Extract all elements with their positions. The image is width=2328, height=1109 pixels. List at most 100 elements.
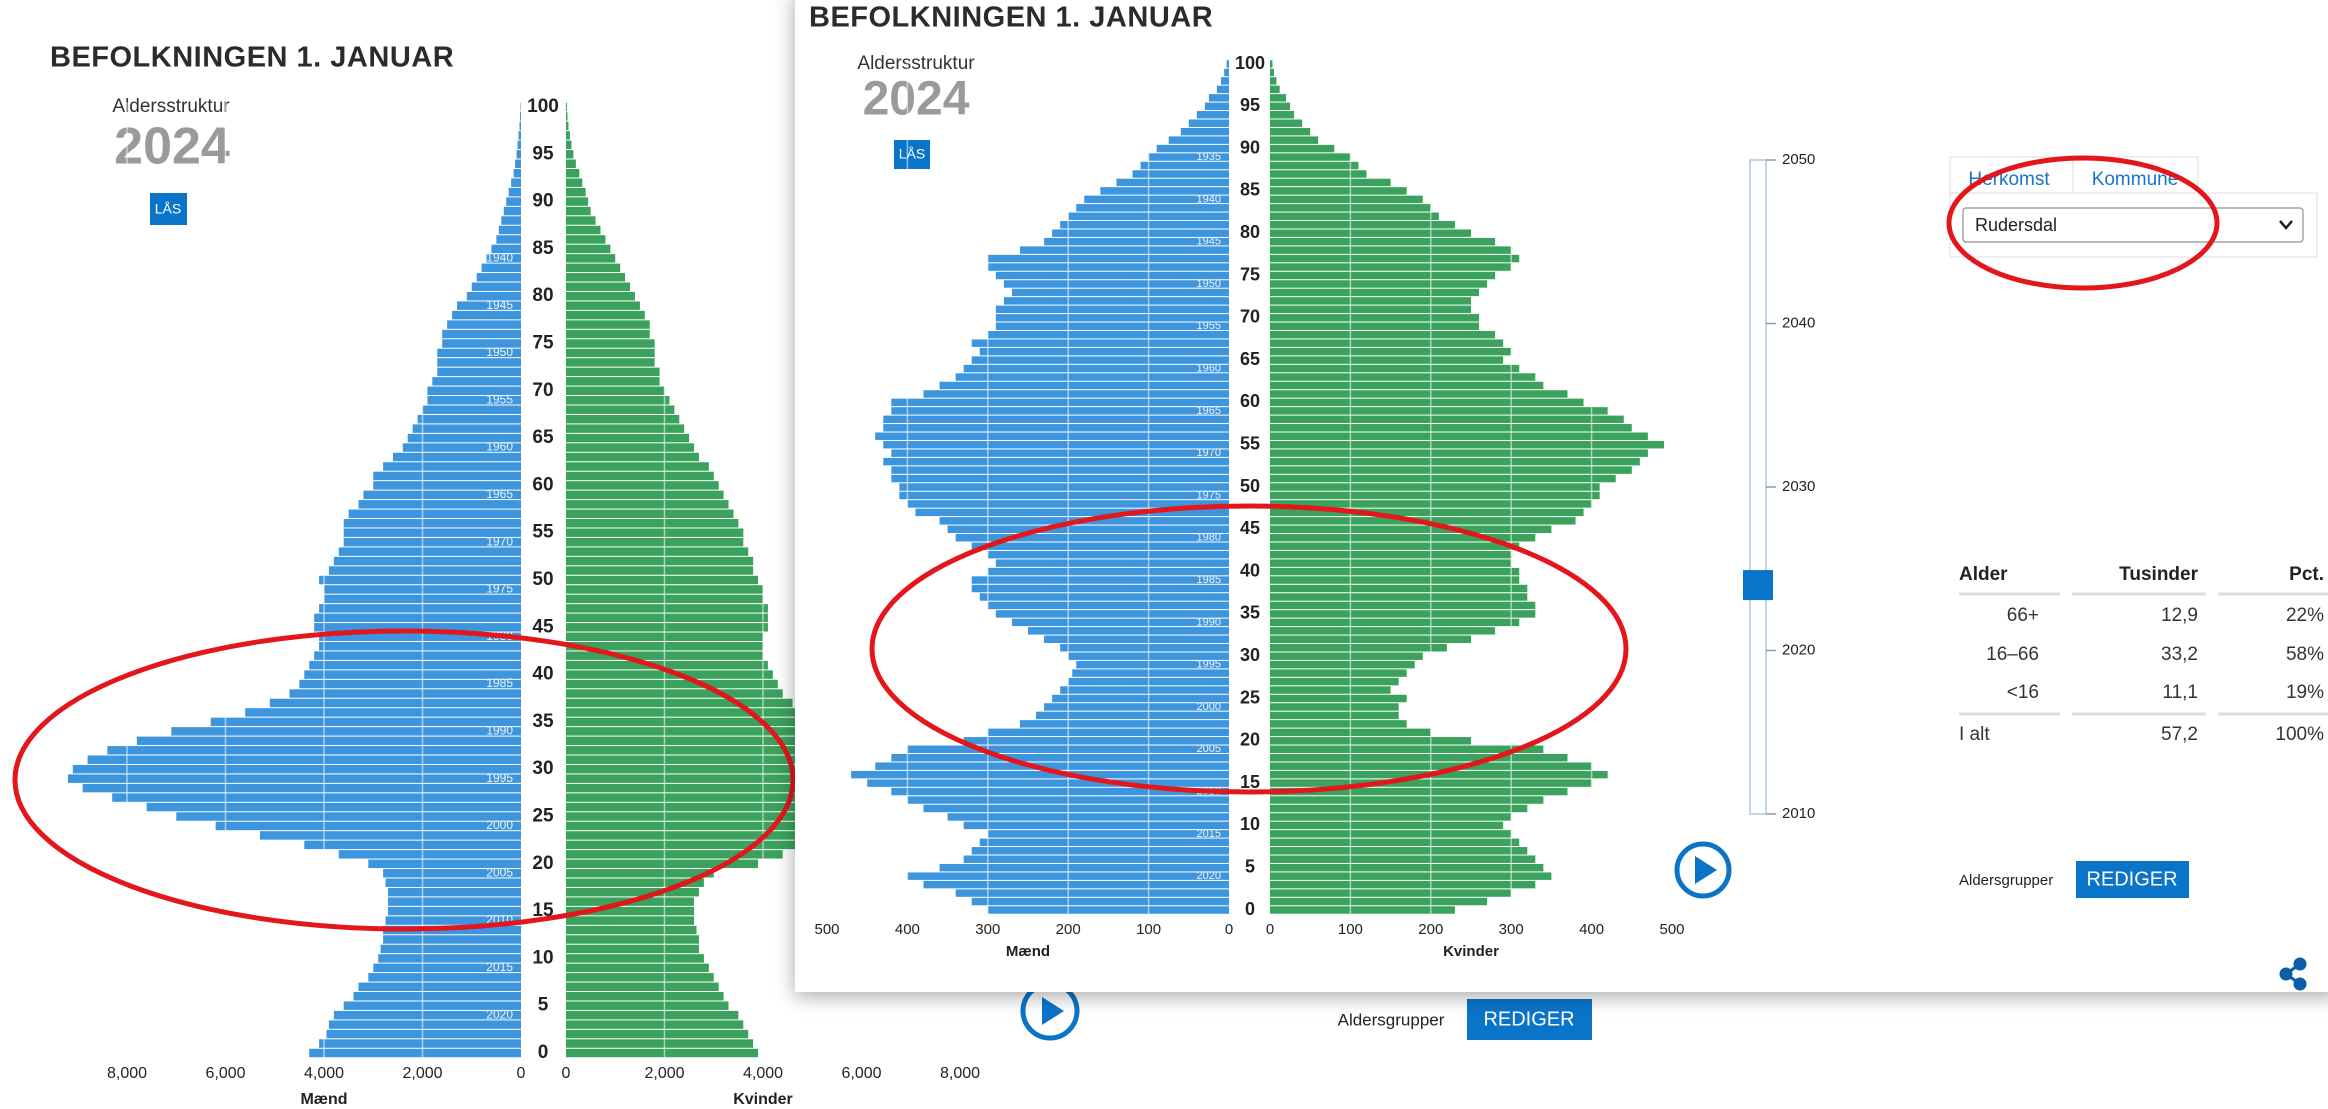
- table-cell: 58%: [2286, 644, 2324, 665]
- male-bar: [995, 305, 1229, 314]
- year-slider[interactable]: 2010 2020 2030 2040 2050: [1743, 151, 1815, 822]
- female-bar: [566, 1001, 729, 1010]
- male-bar: [503, 206, 521, 216]
- male-bar: [210, 717, 521, 727]
- male-bar: [955, 534, 1229, 542]
- slider-tick-label: 2050: [1782, 151, 1815, 168]
- age-label: 5: [1245, 856, 1255, 876]
- edit-label[interactable]: REDIGER: [2086, 868, 2177, 890]
- female-bar: [1270, 440, 1664, 449]
- male-bar: [883, 457, 1229, 466]
- female-bar: [1270, 187, 1407, 195]
- female-bar: [1270, 457, 1640, 466]
- lock-label[interactable]: LÅS: [899, 146, 925, 162]
- female-bar: [1270, 144, 1335, 153]
- male-bar: [388, 897, 521, 906]
- male-bar: [392, 452, 521, 462]
- female-bar: [566, 973, 714, 982]
- male-bar: [269, 698, 521, 708]
- female-bar: [566, 764, 980, 774]
- male-bar: [368, 973, 521, 982]
- female-bar: [1270, 610, 1536, 618]
- play-icon[interactable]: [1695, 856, 1717, 884]
- edit-label[interactable]: REDIGER: [1483, 1008, 1574, 1030]
- female-bar: [566, 263, 621, 273]
- age-label: 20: [532, 853, 553, 874]
- male-bar: [987, 254, 1229, 263]
- female-bar: [1270, 635, 1471, 644]
- male-bar: [385, 916, 521, 925]
- male-bar: [867, 779, 1229, 787]
- age-label: 55: [1240, 433, 1260, 453]
- male-bar: [319, 575, 521, 585]
- male-bar: [923, 390, 1229, 398]
- cohort-label: 1970: [486, 534, 513, 548]
- male-bar: [112, 793, 521, 802]
- male-bar: [338, 547, 521, 556]
- age-label: 65: [1240, 349, 1260, 369]
- female-bar: [566, 935, 699, 944]
- male-bar: [923, 880, 1229, 889]
- slider-thumb[interactable]: [1743, 570, 1773, 601]
- lock-button[interactable]: [150, 193, 187, 225]
- age-label: 55: [532, 522, 554, 543]
- male-bar: [1116, 178, 1229, 187]
- female-bar: [566, 500, 729, 509]
- select-value[interactable]: Rudersdal: [1975, 215, 2057, 235]
- x-tick-label: 100: [1136, 921, 1161, 938]
- cohort-label: 1985: [486, 676, 513, 690]
- cohort-label: 2020: [486, 1007, 513, 1021]
- cohort-label: 1945: [1197, 236, 1221, 248]
- female-bar: [1270, 584, 1528, 593]
- slider-tick-label: 2030: [1782, 478, 1815, 495]
- female-bar: [1270, 390, 1568, 398]
- male-bar: [471, 282, 521, 291]
- female-bar: [1270, 111, 1295, 119]
- male-bar: [1011, 288, 1229, 297]
- male-bar: [851, 770, 1229, 779]
- male-bar: [498, 225, 521, 235]
- male-bar: [437, 367, 521, 377]
- slider-track[interactable]: [1749, 159, 1767, 815]
- edit-button[interactable]: [1467, 999, 1592, 1040]
- female-bar: [566, 547, 749, 556]
- lock-button[interactable]: [894, 140, 930, 169]
- female-bar: [566, 746, 936, 755]
- chevron[interactable]: [2279, 220, 2293, 230]
- female-bar: [1270, 534, 1536, 542]
- female-bar: [1270, 195, 1423, 204]
- tab[interactable]: Kommune: [2092, 169, 2179, 190]
- play-icon[interactable]: [1042, 997, 1064, 1025]
- female-bar: [566, 537, 744, 547]
- female-bar: [566, 310, 645, 320]
- x-tick-label: 0: [1225, 921, 1233, 938]
- male-bar: [442, 339, 521, 348]
- male-bar: [343, 1001, 521, 1010]
- female-bar: [1270, 119, 1303, 127]
- female-bar: [566, 783, 990, 793]
- female-bar: [566, 254, 616, 263]
- male-bar: [987, 263, 1229, 271]
- male-bar: [314, 613, 521, 623]
- male-bar: [963, 737, 1229, 745]
- lock-label[interactable]: LÅS: [155, 201, 181, 217]
- cohort-label: 1975: [486, 582, 513, 596]
- male-bar: [899, 491, 1229, 500]
- female-bar: [566, 575, 759, 585]
- highlight-ellipse: [1946, 155, 2220, 291]
- age-label: 50: [1240, 476, 1260, 496]
- share-icon[interactable]: [2279, 957, 2307, 991]
- male-bar: [971, 847, 1229, 855]
- age-label: 45: [1240, 518, 1260, 538]
- edit-button[interactable]: [2076, 861, 2189, 898]
- cohort-label: 2005: [486, 865, 513, 879]
- female-bar: [1270, 449, 1648, 457]
- male-bar: [388, 887, 521, 897]
- male-bar: [442, 329, 521, 339]
- female-bar: [1270, 644, 1447, 652]
- female-bar: [1270, 212, 1439, 221]
- female-bar: [1270, 737, 1471, 745]
- male-bar: [963, 364, 1229, 373]
- age-label: 75: [1240, 264, 1260, 284]
- female-bar: [1270, 263, 1512, 271]
